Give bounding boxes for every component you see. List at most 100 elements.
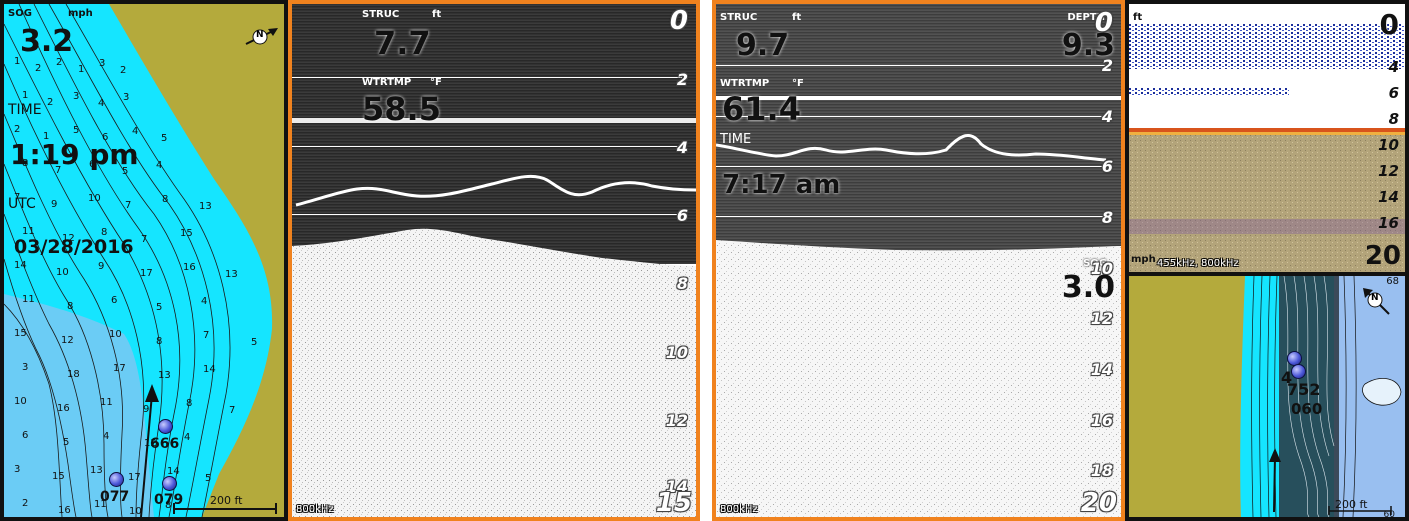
depth-sounding: 10 xyxy=(14,396,27,407)
waypoint-marker[interactable] xyxy=(162,476,177,491)
time-label: TIME xyxy=(8,102,42,118)
depth-gridline xyxy=(716,166,1111,167)
depth-sounding: 5 xyxy=(251,337,258,348)
sonar-pane-left[interactable]: STRUC ft 7.7 WTRTMP °F 58.5 0 2 4 6 8 10… xyxy=(288,0,700,521)
depth-sounding: 14 xyxy=(167,466,180,477)
depth-sounding: 8 xyxy=(186,398,193,409)
depth-sounding: 5 xyxy=(205,473,212,484)
depth-sounding: 8 xyxy=(162,194,169,205)
sonar-pane-color[interactable]: ft 0 4 6 8 10 12 14 16 20 mph 455kHz, 80… xyxy=(1125,0,1409,276)
sonar-bottom-profile xyxy=(716,96,1121,517)
depth-gridline xyxy=(716,116,1111,117)
depth-sounding: 3 xyxy=(73,91,80,102)
depth-sounding: 2 xyxy=(22,498,29,509)
depth-sounding: 14 xyxy=(14,260,27,271)
chart-map xyxy=(1240,276,1405,517)
chart-scale-label: 200 ft xyxy=(210,494,243,507)
depth-sounding: 1 xyxy=(22,90,29,101)
depth-sounding: 7 xyxy=(14,192,21,203)
waypoint-marker[interactable] xyxy=(109,472,124,487)
depth-sounding: 9 xyxy=(51,199,58,210)
depth-sounding: 7 xyxy=(141,234,148,245)
depth-sounding: 4 xyxy=(201,296,208,307)
depth-tick: 12 xyxy=(1378,162,1399,180)
depth-sounding: 3 xyxy=(99,58,106,69)
depth-sounding: 17 xyxy=(113,363,126,374)
chart-map xyxy=(4,4,277,517)
utc-label: UTC xyxy=(8,196,36,212)
depth-sounding: 17 xyxy=(140,268,153,279)
chart-corner-label: 68 xyxy=(1386,276,1399,287)
depth-tick: 16 xyxy=(1090,411,1113,430)
depth-sounding: 15 xyxy=(14,328,27,339)
chart-pane-left[interactable]: 1 2 2 1 3 2 1 2 3 4 3 2 1 5 6 4 5 8 7 6 5 4 7 9 10 7 8 13 11 12 8 7 15 14… xyxy=(0,0,288,521)
depth-sounding: 6 xyxy=(22,430,29,441)
depth-scale-top: 0 xyxy=(1379,8,1399,41)
time-label: TIME xyxy=(720,132,752,147)
frequency-label: 455kHz, 800kHz xyxy=(1157,258,1239,269)
depth-sounding: 12 xyxy=(144,438,157,449)
depth-value: 9.3 xyxy=(1061,28,1115,63)
wtrtmp-unit: °F xyxy=(792,78,804,89)
depth-sounding: 7 xyxy=(229,405,236,416)
depth-sounding: 4 xyxy=(103,431,110,442)
wtrtmp-label: WTRTMP xyxy=(362,77,412,88)
depth-sounding: 15 xyxy=(52,471,65,482)
depth-tick: 4 xyxy=(676,138,688,157)
waypoint-marker[interactable] xyxy=(1291,364,1306,379)
depth-scale-bottom: 15 xyxy=(655,488,692,518)
depth-sounding: 14 xyxy=(203,364,216,375)
depth-sounding: 8 xyxy=(67,301,74,312)
compass-icon xyxy=(245,28,278,45)
depth-tick: 8 xyxy=(1101,208,1113,227)
depth-tick: 14 xyxy=(1090,360,1113,379)
depth-tick: 6 xyxy=(1101,157,1113,176)
depth-sounding: 10 xyxy=(129,506,142,517)
waypoint-label: 666 xyxy=(150,436,180,452)
depth-gridline xyxy=(716,216,1111,217)
depth-gridline xyxy=(292,77,682,78)
depth-sounding: 3 xyxy=(14,464,21,475)
depth-sounding: 12 xyxy=(62,233,75,244)
waypoint-label: 079 xyxy=(154,492,184,508)
depth-sounding: 13 xyxy=(158,370,171,381)
depth-sounding: 1 xyxy=(43,131,50,142)
depth-sounding: 9 xyxy=(143,404,150,415)
depth-sounding: 11 xyxy=(22,294,35,305)
sog-unit: mph xyxy=(1131,254,1156,265)
depth-sounding: 7 xyxy=(55,165,62,176)
depth-sounding: 11 xyxy=(100,397,113,408)
depth-scale-bottom: 20 xyxy=(1364,241,1401,271)
depth-sounding: 13 xyxy=(199,201,212,212)
depth-scale-top: 0 xyxy=(1094,8,1113,38)
depth-tick: 8 xyxy=(1388,110,1399,128)
depth-gridline xyxy=(716,65,1111,66)
north-up-button[interactable]: N xyxy=(1361,286,1393,318)
depth-tick: 12 xyxy=(665,411,688,430)
sonar-bottom-profile xyxy=(292,118,696,517)
depth-sounding: 4 xyxy=(98,98,105,109)
north-label: N xyxy=(1371,293,1379,303)
sonar-pane-right[interactable]: STRUC ft 9.7 DEPTH 9.3 WTRTMP °F 61.4 TI… xyxy=(712,0,1125,521)
depth-sounding: 10 xyxy=(56,267,69,278)
depth-sounding: 13 xyxy=(90,465,103,476)
depth-sounding: 7 xyxy=(203,330,210,341)
time-value: 7:17 am xyxy=(722,170,841,200)
north-label: N xyxy=(256,30,264,40)
depth-tick: 10 xyxy=(1378,136,1399,154)
depth-scale-top: 0 xyxy=(669,6,688,36)
depth-sounding: 2 xyxy=(120,65,127,76)
depth-sounding: 8 xyxy=(22,158,29,169)
compass-icon xyxy=(1363,288,1390,315)
north-up-button[interactable]: N xyxy=(244,26,280,46)
depth-sounding: 3 xyxy=(123,92,130,103)
depth-sounding: 9 xyxy=(98,261,105,272)
wtrtmp-value: 58.5 xyxy=(362,90,441,128)
depth-tick: 6 xyxy=(676,206,688,225)
depth-tick: 2 xyxy=(676,70,688,89)
depth-sounding: 5 xyxy=(73,125,80,136)
sog-unit: mph xyxy=(68,8,93,19)
depth-sounding: 16 xyxy=(183,262,196,273)
waypoint-marker[interactable] xyxy=(158,419,173,434)
chart-pane-right[interactable]: N 68 4 752 060 200 ft 60 xyxy=(1125,272,1409,521)
